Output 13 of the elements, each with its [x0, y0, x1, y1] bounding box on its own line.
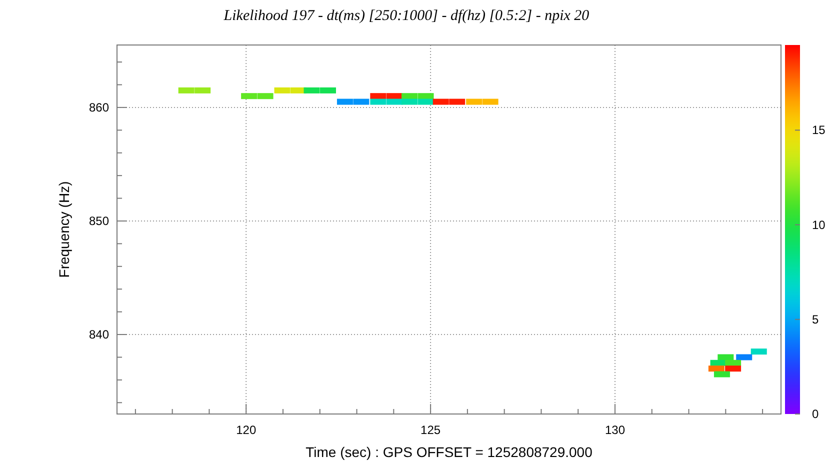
x-tick-label: 120 [236, 423, 256, 437]
x-tick-label: 125 [420, 423, 441, 437]
y-tick-label: 850 [88, 214, 110, 228]
y-tick-label: 860 [88, 100, 110, 114]
x-tick-label: 130 [604, 423, 626, 437]
color-bar-label: 0 [812, 407, 819, 421]
y-tick-label: 840 [88, 328, 110, 342]
x-axis-title: Time (sec) : GPS OFFSET = 1252808729.000 [306, 444, 593, 460]
color-bar-label: 5 [812, 312, 819, 326]
chart-title: Likelihood 197 - dt(ms) [250:1000] - df(hz) [0.5:2] - npix 20 [222, 8, 590, 24]
color-bar-label: 15 [812, 123, 826, 138]
y-axis-title: Frequency (Hz) [56, 181, 72, 278]
color-bar-label: 10 [812, 218, 826, 232]
